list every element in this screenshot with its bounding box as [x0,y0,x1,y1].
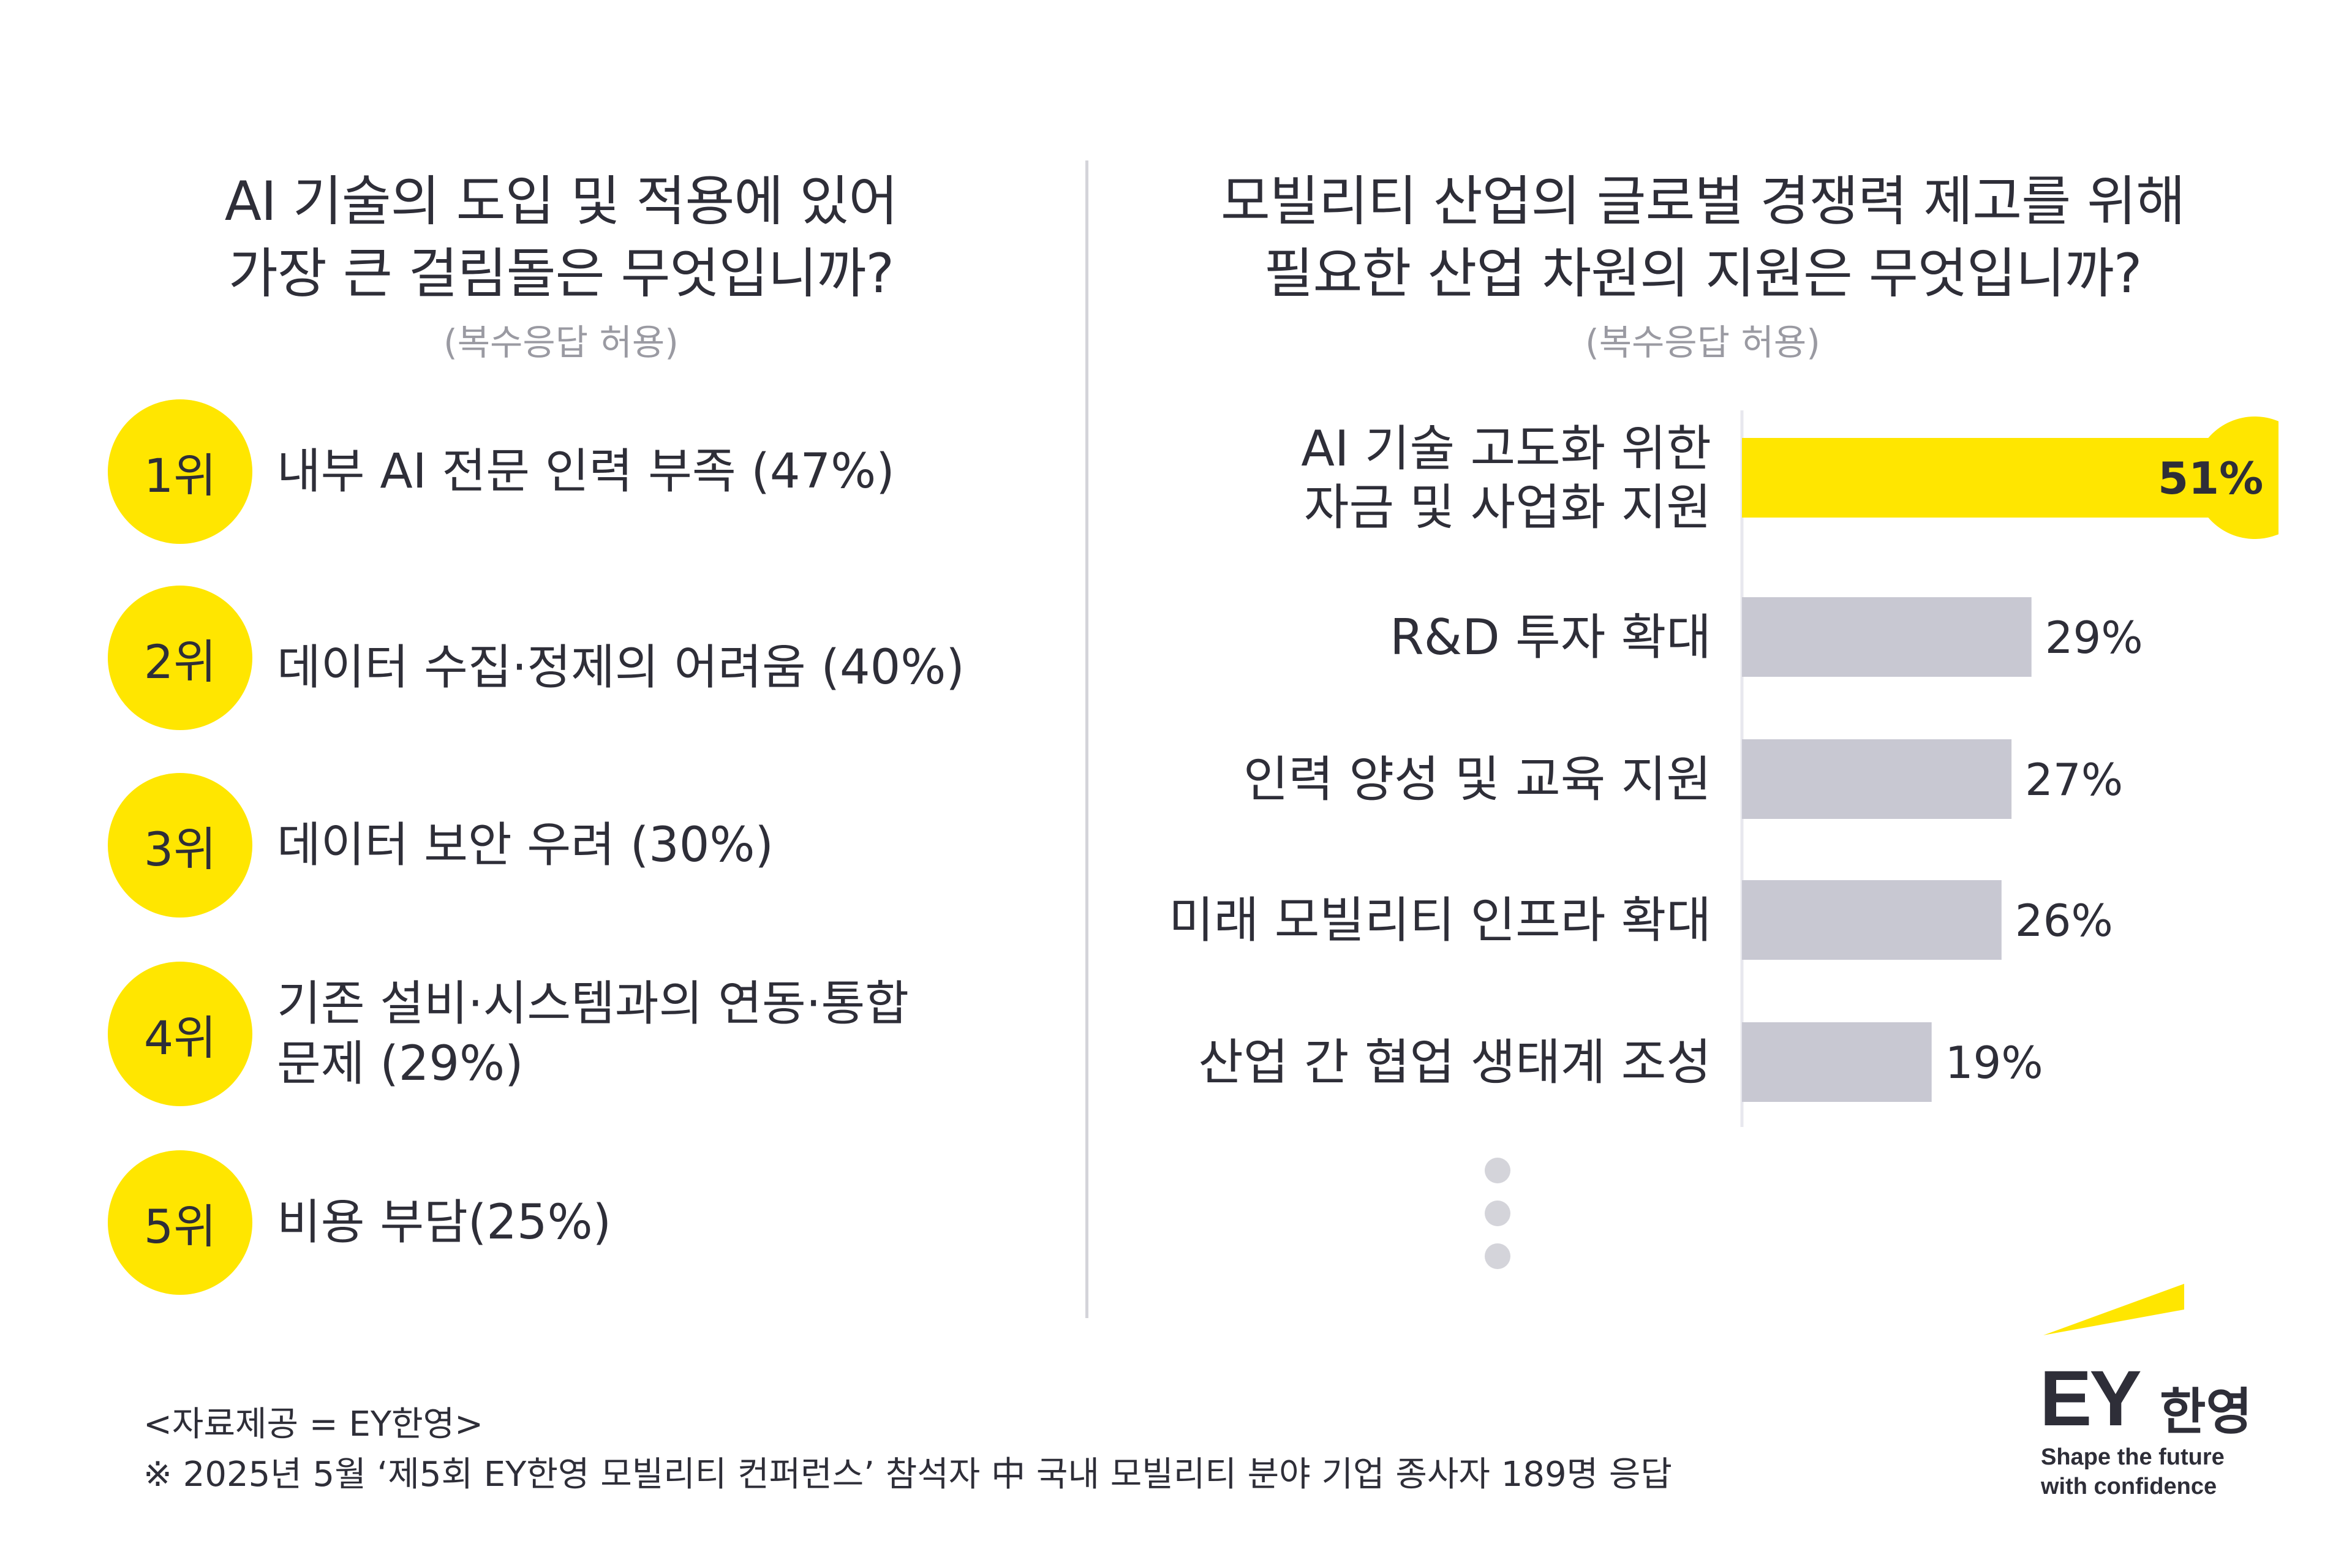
value-label-4: 19% [1945,1037,2043,1088]
survey-note: ※ 2025년 5월 ‘제5회 EY한영 모빌리티 컨퍼런스’ 참석자 中 국내… [143,1455,1672,1494]
ey-logo-korean: 한영 [2160,1383,2252,1441]
rank-badge-5: 5위 [108,1150,252,1295]
more-dot-1 [1485,1158,1510,1183]
value-label-0: 51% [2158,453,2263,504]
left-question-line2: 가장 큰 걸림돌은 무엇입니까? [228,242,894,305]
source-credit: <자료제공 = EY한영> [143,1404,484,1444]
rank-item-4: 4위 기존 설비·시스템과의 연동·통합 문제 (29%) [108,962,1063,1109]
bar-2 [1742,739,2012,819]
rank-text-5: 비용 부담(25%) [277,1195,612,1250]
right-note: (복수응답 허용) [1585,322,1820,363]
category-label-1: R&D 투자 확대 [1390,609,1711,666]
rank-item-3: 3위 데이터 보안 우려 (30%) [108,773,1063,920]
category-label-4: 산업 간 협업 생태계 조성 [1198,1034,1711,1091]
rank-item-1: 1위 내부 AI 전문 인력 부족 (47%) [108,399,1063,546]
rank-item-2: 2위 데이터 수집·정제의 어려움 (40%) [108,586,1063,733]
category-label-3: 미래 모빌리티 인프라 확대 [1169,892,1711,949]
right-question-line2: 필요한 산업 차원의 지원은 무엇입니까? [1264,242,2143,305]
value-label-1: 29% [2045,612,2143,663]
bar-1 [1742,597,2032,677]
value-label-2: 27% [2025,754,2123,805]
category-label-0-1: 자금 및 사업화 지원 [1304,479,1711,536]
ey-beam-logo [2043,1284,2184,1335]
bar-3 [1742,880,2002,960]
category-label-2: 인력 양성 및 교육 지원 [1243,751,1711,808]
rank-badge-2: 2위 [108,586,252,730]
rank-item-5: 5위 비용 부담(25%) [108,1150,1063,1297]
rank-text-4-line2: 문제 (29%) [277,1036,524,1091]
rank-badge-4: 4위 [108,962,252,1106]
rank-text-1: 내부 AI 전문 인력 부족 (47%) [277,444,895,499]
right-question-line1: 모빌리티 산업의 글로벌 경쟁력 제고를 위해 [1220,170,2185,233]
more-dot-3 [1485,1243,1510,1269]
category-label-0-0: AI 기술 고도화 위한 [1301,420,1711,477]
ey-logo-text: EY [2040,1355,2142,1442]
logo-tagline-1: Shape the future [2041,1444,2225,1470]
rank-text-2: 데이터 수집·정제의 어려움 (40%) [277,640,965,695]
left-question-line1: AI 기술의 도입 및 적용에 있어 [224,170,899,233]
panel-divider [1085,160,1088,1318]
rank-text-3: 데이터 보안 우려 (30%) [277,818,774,873]
rank-badge-1: 1위 [108,399,252,544]
bar-4 [1742,1022,1932,1102]
rank-badge-3: 3위 [108,773,252,918]
bar-0 [1742,417,2278,539]
value-label-3: 26% [2015,895,2113,946]
rank-text-4: 기존 설비·시스템과의 연동·통합 문제 (29%) [277,962,1073,1106]
left-note: (복수응답 허용) [443,322,679,363]
logo-tagline-2: with confidence [2041,1474,2217,1499]
rank-text-4-line1: 기존 설비·시스템과의 연동·통합 [277,976,910,1031]
more-dot-2 [1485,1200,1510,1226]
